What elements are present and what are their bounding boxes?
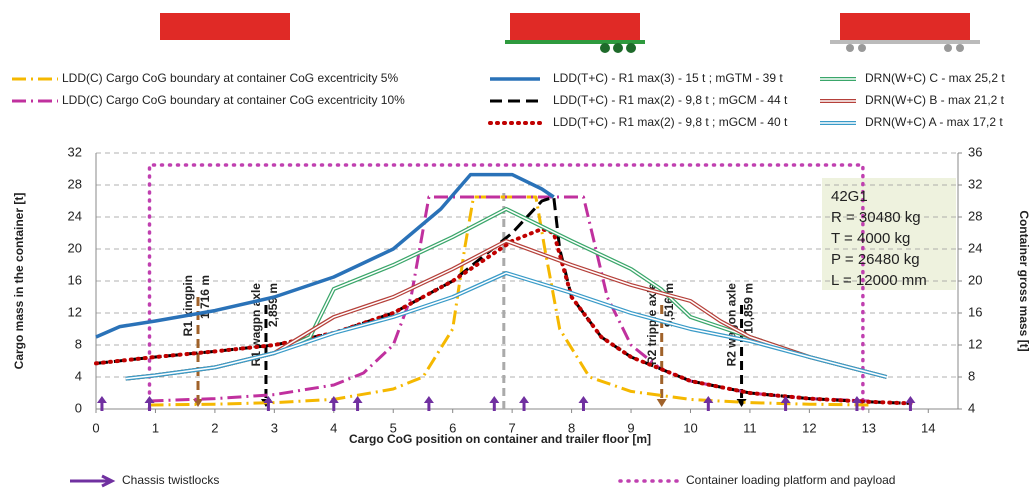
series-line <box>95 172 555 339</box>
series-line <box>125 207 888 381</box>
axle-arrow <box>193 399 204 407</box>
marker-label: R1 kingpin <box>181 275 195 336</box>
y-axis-title: Cargo mass in the container [t] <box>12 193 26 370</box>
y2-tick-label: 4 <box>968 400 975 415</box>
legend-label: DRN(W+C) A - max 17,2 t <box>865 115 1003 129</box>
marker-value: 10,859 m <box>742 283 756 334</box>
twistlock <box>780 396 791 411</box>
y2-tick-label: 20 <box>968 272 982 287</box>
y2-tick-label: 16 <box>968 304 982 319</box>
y-tick-label: 28 <box>68 176 82 191</box>
legend-label: Container loading platform and payload <box>686 473 895 487</box>
x-tick-label: 4 <box>330 420 337 435</box>
marker-label: R2 wagon axle <box>725 283 739 367</box>
legend-label: DRN(W+C) C - max 25,2 t <box>865 71 1005 85</box>
y2-axis-title: Container gross mass [t] <box>1017 210 1031 351</box>
y-tick-label: 0 <box>75 400 82 415</box>
x-tick-label: 11 <box>743 420 757 435</box>
x-tick-label: 3 <box>271 420 278 435</box>
y-tick-label: 16 <box>68 272 82 287</box>
twistlock <box>144 396 155 411</box>
y-tick-label: 24 <box>68 208 82 223</box>
x-tick-label: 8 <box>568 420 575 435</box>
legend-label: LDD(C) Cargo CoG boundary at container C… <box>62 71 398 85</box>
y2-tick-label: 24 <box>968 240 982 255</box>
twistlock <box>352 396 363 411</box>
x-tick-label: 5 <box>390 420 397 435</box>
annotation-line: L = 12000 mm <box>831 272 927 289</box>
y-tick-label: 32 <box>68 144 82 159</box>
legend-label: LDD(C) Cargo CoG boundary at container C… <box>62 93 405 107</box>
y2-tick-label: 32 <box>968 176 982 191</box>
legend-swatch <box>70 474 116 488</box>
twistlock <box>851 396 862 411</box>
x-tick-label: 10 <box>683 420 697 435</box>
y2-tick-label: 12 <box>968 336 982 351</box>
legend-label: DRN(W+C) B - max 21,2 t <box>865 93 1005 107</box>
x-tick-label: 2 <box>211 420 218 435</box>
y2-tick-label: 36 <box>968 144 982 159</box>
twistlock <box>328 396 339 411</box>
x-tick-label: 14 <box>921 420 935 435</box>
series-line-inner <box>125 240 887 380</box>
twistlock <box>703 396 714 411</box>
x-tick-label: 1 <box>152 420 159 435</box>
series-line-inner <box>125 272 887 380</box>
x-tick-label: 7 <box>509 420 516 435</box>
twistlock <box>423 396 434 411</box>
annotation-line: R = 30480 kg <box>831 209 921 226</box>
y-tick-label: 4 <box>75 368 82 383</box>
y2-tick-label: 28 <box>968 208 982 223</box>
y-tick-label: 8 <box>75 336 82 351</box>
x-tick-label: 6 <box>449 420 456 435</box>
x-tick-label: 12 <box>802 420 816 435</box>
twistlock <box>905 396 916 411</box>
annotation-line: T = 4000 kg <box>831 230 910 247</box>
axle-arrow <box>656 399 667 407</box>
container-icons <box>160 13 980 53</box>
series-line-inner <box>125 208 887 380</box>
x-tick-label: 13 <box>862 420 876 435</box>
annotation-line: 42G1 <box>831 188 868 205</box>
y2-tick-label: 8 <box>968 368 975 383</box>
x-tick-label: 9 <box>627 420 634 435</box>
twistlock <box>578 396 589 411</box>
platform-line <box>147 163 865 411</box>
legend-label: LDD(T+C) - R1 max(3) - 15 t ; mGTM - 39 … <box>553 71 783 85</box>
legend-label: LDD(T+C) - R1 max(2) - 9,8 t ; mGCM - 44… <box>553 93 788 107</box>
twistlock <box>519 396 530 411</box>
twistlock <box>263 396 274 411</box>
series-line <box>149 195 869 403</box>
y-tick-label: 12 <box>68 304 82 319</box>
twistlock <box>489 396 500 411</box>
twistlock <box>96 396 107 411</box>
marker-value: 1,716 m <box>198 275 212 319</box>
legend-label: LDD(T+C) - R1 max(2) - 9,8 t ; mGCM - 40… <box>553 115 788 129</box>
series-line <box>125 271 888 381</box>
marker-label: R2 tripple axle <box>645 283 659 365</box>
x-axis-title: Cargo CoG position on container and trai… <box>349 432 651 446</box>
series-line <box>94 227 913 406</box>
marker-label: R1 wagpn axle <box>249 283 263 367</box>
annotation-box <box>822 178 956 290</box>
annotation-line: P = 26480 kg <box>831 251 920 268</box>
marker-value: 2,859 m <box>266 283 280 327</box>
legend-label: Chassis twistlocks <box>122 473 219 487</box>
series-line <box>125 239 888 381</box>
y-tick-label: 20 <box>68 240 82 255</box>
series-line <box>149 195 869 407</box>
x-tick-label: 0 <box>92 420 99 435</box>
